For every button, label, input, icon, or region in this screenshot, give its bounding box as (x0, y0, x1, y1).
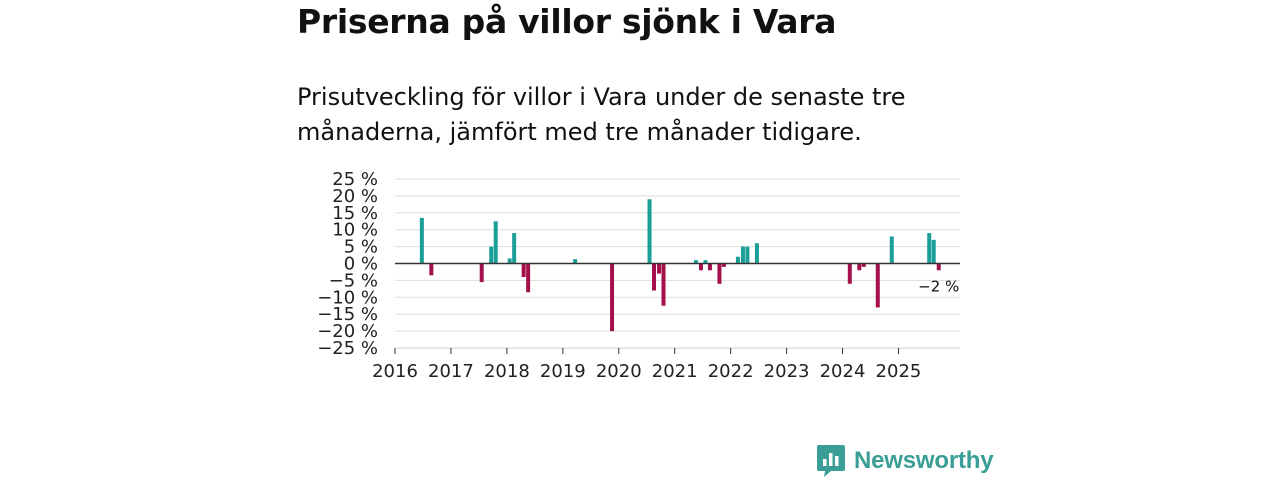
x-tick-label: 2016 (372, 361, 418, 382)
bar (521, 263, 526, 278)
y-tick-label: −5 % (329, 270, 378, 291)
y-tick-label: 0 % (344, 254, 378, 275)
brand-name: Newsworthy (854, 447, 994, 474)
bar (857, 263, 862, 271)
bar (721, 263, 726, 267)
bar (573, 259, 578, 264)
bar (735, 256, 740, 264)
y-tick-label: 5 % (344, 237, 378, 258)
bar (610, 263, 615, 332)
bar (717, 263, 722, 284)
x-tick-label: 2025 (876, 361, 922, 382)
chart-subtitle: Prisutveckling för villor i Vara under d… (297, 83, 906, 146)
bar (429, 263, 434, 276)
y-tick-label: 20 % (332, 186, 378, 207)
bar (698, 263, 703, 271)
bar (703, 260, 708, 264)
x-axis-tick-labels: 2016 2017 2018 2019 2020 2021 2022 2023 2024 2025 (372, 348, 921, 382)
bar (927, 233, 932, 264)
axes (395, 262, 960, 349)
bar (657, 263, 662, 274)
x-tick-label: 2020 (596, 361, 642, 382)
bar (740, 246, 745, 264)
y-tick-label: −25 % (317, 338, 378, 359)
bar (861, 263, 866, 267)
y-tick-label: −20 % (317, 321, 378, 342)
x-tick-label: 2017 (428, 361, 474, 382)
x-tick-label: 2022 (708, 361, 754, 382)
bar (707, 263, 712, 271)
bar (754, 243, 759, 264)
bar (493, 221, 498, 264)
price-change-bar-chart: 25 %20 %15 %10 %5 %0 %−5 %−10 %−15 %−20 … (317, 169, 960, 382)
data-labels: −2 % (918, 277, 959, 295)
y-tick-label: −15 % (317, 304, 378, 325)
y-tick-label: −10 % (317, 287, 378, 308)
bar (512, 233, 517, 264)
y-axis-tick-labels: 25 %20 %15 %10 %5 %0 %−5 %−10 %−15 %−20 … (317, 169, 378, 359)
bar (661, 263, 666, 306)
bar (647, 199, 652, 264)
bar (931, 239, 936, 264)
y-tick-label: 25 % (332, 169, 378, 190)
y-tick-label: 10 % (332, 220, 378, 241)
x-tick-label: 2023 (764, 361, 810, 382)
bar (693, 260, 698, 264)
chart-title: Priserna på villor sjönk i Vara (297, 2, 837, 41)
bar (936, 263, 941, 271)
last-value-label: −2 % (918, 277, 959, 295)
newsworthy-logo-icon (817, 445, 845, 477)
y-tick-label: 15 % (332, 203, 378, 224)
bar (875, 263, 880, 308)
x-tick-label: 2024 (820, 361, 866, 382)
bar (479, 263, 484, 283)
x-tick-label: 2021 (652, 361, 698, 382)
bar (847, 263, 852, 284)
bar (889, 236, 894, 264)
bar (489, 246, 494, 264)
bars (419, 199, 941, 332)
bar (652, 263, 657, 291)
bar (745, 246, 750, 264)
bar (526, 263, 531, 293)
x-tick-label: 2019 (540, 361, 586, 382)
bar (419, 217, 424, 264)
newsworthy-brand: Newsworthy (816, 444, 994, 478)
bar (507, 258, 512, 264)
x-tick-label: 2018 (484, 361, 530, 382)
